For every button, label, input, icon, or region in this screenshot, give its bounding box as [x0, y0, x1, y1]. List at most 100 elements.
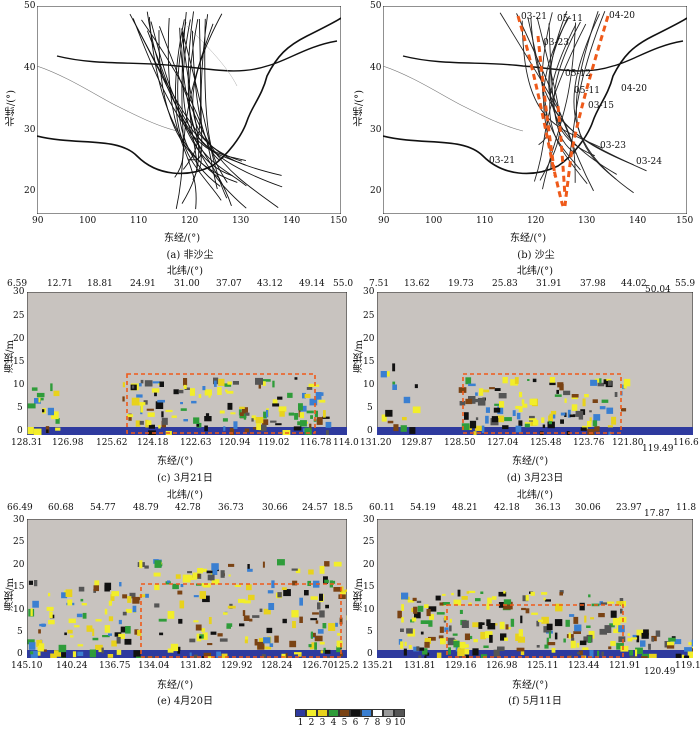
profile-cell: [466, 591, 470, 594]
profile-cell: [308, 383, 315, 387]
profile-cell: [485, 407, 490, 413]
profile-cell: [193, 595, 199, 598]
profile-cell: [312, 612, 319, 615]
panel-d-ytick: 25: [363, 311, 375, 321]
profile-cell: [51, 411, 59, 420]
panel-c-ytick: 0: [17, 426, 23, 436]
profile-cell: [317, 602, 321, 610]
profile-cell: [262, 381, 266, 386]
profile-cell: [196, 633, 202, 642]
panel-f-bottom-tick: 123.44: [568, 661, 600, 671]
panel-f-top-tick: 54.19: [410, 503, 436, 513]
profile-cell: [211, 563, 219, 570]
profile-cell: [53, 390, 60, 397]
profile-cell: [214, 380, 217, 387]
profile-cell: [609, 623, 615, 628]
profile-cell: [107, 654, 114, 658]
profile-cell: [530, 591, 535, 596]
profile-cell: [527, 379, 530, 381]
profile-cell: [310, 596, 318, 600]
profile-cell: [439, 602, 444, 606]
profile-cell: [472, 648, 479, 656]
profile-cell: [189, 652, 192, 656]
profile-cell: [559, 592, 563, 596]
profile-cell: [688, 642, 693, 646]
panel-b-xtick: 100: [425, 216, 443, 226]
profile-cell: [295, 568, 301, 574]
profile-cell: [93, 585, 99, 592]
profile-cell: [440, 638, 446, 645]
profile-cell: [610, 610, 617, 618]
panel-d-top-tick: 31.91: [536, 279, 562, 289]
profile-cell: [510, 618, 515, 627]
legend-label: 1: [297, 718, 304, 728]
trajectory-line: [174, 11, 187, 178]
profile-cell: [298, 403, 303, 411]
profile-cell: [207, 656, 214, 658]
profile-cell: [323, 410, 326, 418]
panel-f-profile: [377, 519, 693, 658]
profile-cell: [165, 409, 173, 413]
profile-cell: [165, 581, 171, 585]
profile-cell: [541, 592, 548, 595]
profile-cell: [574, 624, 582, 632]
profile-cell: [469, 420, 477, 429]
profile-cell: [641, 656, 648, 658]
profile-cell: [447, 637, 455, 646]
panel-f-top-axis-label: 北纬/(°): [516, 490, 554, 501]
panel-d-top-tick: 55.9: [675, 279, 696, 289]
profile-cell: [191, 400, 197, 404]
profile-cell: [588, 594, 591, 598]
panel-b-caption: (b) 沙尘: [517, 250, 555, 261]
profile-cell: [438, 635, 444, 639]
profile-ground-layer: [377, 650, 693, 658]
profile-cell: [442, 602, 450, 606]
profile-cell: [569, 614, 575, 617]
profile-cell: [263, 379, 271, 382]
profile-cell: [61, 652, 66, 658]
profile-cell: [621, 408, 627, 412]
panel-d-top-tick: 7.51: [369, 279, 390, 289]
panel-c-bottom-tick: 126.98: [52, 438, 84, 448]
profile-cell: [55, 418, 60, 424]
panel-a-xtick: 100: [79, 216, 97, 226]
profile-cell: [50, 653, 57, 658]
legend-label: 2: [308, 718, 315, 728]
panel-b-annotation: 03-21: [521, 12, 547, 22]
profile-cell: [50, 383, 53, 392]
profile-cell: [607, 601, 615, 604]
profile-cell: [506, 627, 511, 630]
profile-cell: [193, 654, 198, 658]
panel-f-top-tick: 11.8: [676, 503, 697, 513]
panel-d-xlabel: 东经/(°): [512, 456, 549, 467]
profile-cell: [177, 590, 183, 595]
profile-cell: [279, 411, 285, 417]
profile-cell: [193, 417, 200, 424]
panel-f-top-tick: 60.11: [369, 503, 395, 513]
profile-cell: [468, 602, 472, 606]
profile-cell: [325, 604, 329, 609]
profile-cell: [255, 377, 263, 385]
profile-cell: [491, 416, 498, 423]
panel-d-bottom-tick: 123.76: [573, 438, 605, 448]
profile-cell: [691, 639, 693, 647]
profile-cell: [128, 413, 132, 421]
profile-cell: [220, 570, 225, 578]
profile-cell: [635, 647, 643, 655]
profile-cell: [108, 616, 114, 622]
profile-cell: [147, 412, 155, 417]
profile-cell: [408, 645, 412, 649]
profile-cell: [230, 412, 236, 415]
profile-cell: [533, 420, 539, 426]
profile-cell: [324, 579, 329, 583]
panel-c-ytick: 20: [13, 334, 25, 344]
profile-cell: [33, 428, 42, 435]
panel-f-ytick: 25: [363, 537, 375, 547]
legend-label: 7: [363, 718, 370, 728]
profile-cell: [520, 615, 523, 624]
profile-cell: [569, 414, 575, 418]
profile-cell: [239, 412, 247, 419]
profile-cell: [207, 574, 215, 581]
profile-cell: [601, 399, 609, 403]
profile-cell: [592, 420, 598, 427]
